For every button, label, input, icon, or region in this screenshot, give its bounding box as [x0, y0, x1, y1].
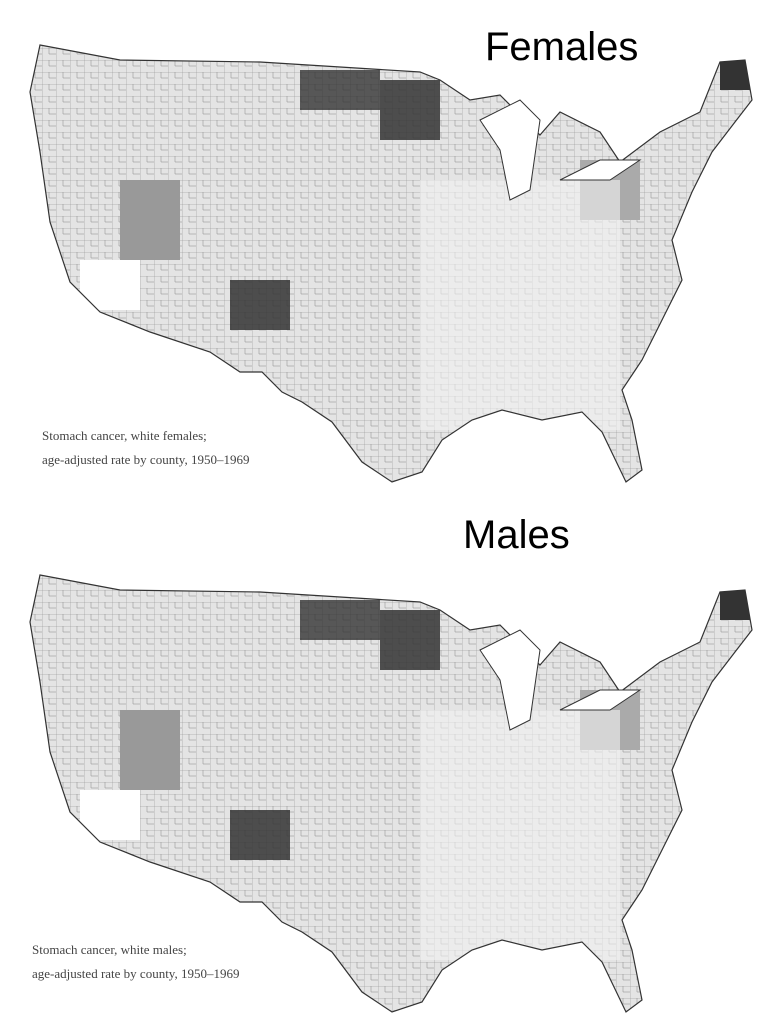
caption: age-adjusted rate by county, 1950–1969	[32, 966, 239, 981]
map-females	[0, 0, 777, 500]
caption: Stomach cancer, white females;	[42, 428, 207, 443]
map-title: Males	[463, 513, 570, 557]
map-title: Females	[485, 25, 638, 69]
caption: age-adjusted rate by county, 1950–1969	[42, 452, 249, 467]
caption: Stomach cancer, white males;	[32, 942, 187, 957]
